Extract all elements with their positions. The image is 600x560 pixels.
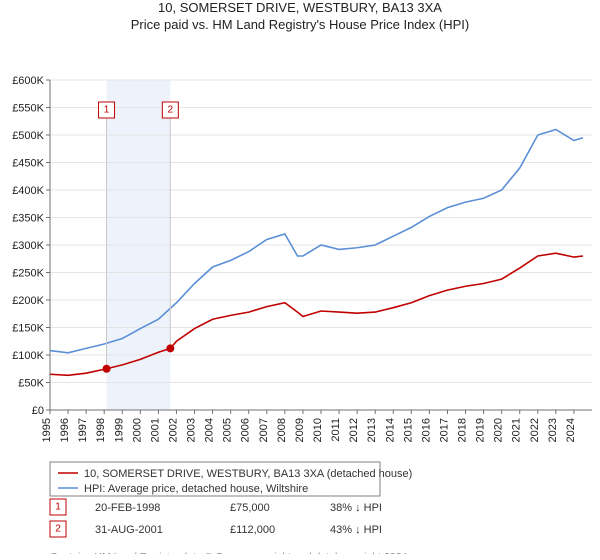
x-tick-label: 2016 (420, 418, 432, 442)
x-tick-label: 2009 (294, 418, 306, 442)
transaction-delta: 38% ↓ HPI (330, 502, 382, 514)
x-tick-label: 1997 (77, 418, 89, 442)
x-tick-label: 2008 (276, 418, 288, 442)
x-tick-label: 2022 (529, 418, 541, 442)
x-tick-label: 1998 (95, 418, 107, 442)
marker-dot (103, 365, 111, 373)
x-tick-label: 2013 (366, 418, 378, 442)
transaction-number: 2 (55, 523, 61, 534)
transaction-date: 20-FEB-1998 (95, 502, 160, 514)
y-tick-label: £250K (12, 267, 44, 279)
x-tick-label: 2007 (258, 418, 270, 442)
x-tick-label: 2006 (240, 418, 252, 442)
transaction-number: 1 (55, 501, 61, 512)
x-tick-label: 1996 (59, 418, 71, 442)
x-tick-label: 2002 (167, 418, 179, 442)
x-tick-label: 2021 (511, 418, 523, 442)
x-tick-label: 2014 (384, 418, 396, 442)
y-tick-label: £450K (12, 157, 44, 169)
chart-title: 10, SOMERSET DRIVE, WESTBURY, BA13 3XA (0, 0, 600, 17)
x-tick-label: 1999 (113, 418, 125, 442)
marker-number: 1 (104, 104, 110, 115)
y-tick-label: £100K (12, 350, 44, 362)
y-tick-label: £500K (12, 130, 44, 142)
x-tick-label: 2024 (565, 418, 577, 442)
legend-label: 10, SOMERSET DRIVE, WESTBURY, BA13 3XA (… (84, 468, 412, 480)
x-tick-label: 2000 (131, 418, 143, 442)
x-tick-label: 2005 (222, 418, 234, 442)
y-tick-label: £400K (12, 185, 44, 197)
y-tick-label: £550K (12, 102, 44, 114)
x-tick-label: 2019 (475, 418, 487, 442)
price-chart: £0 £50K £100K £150K £200K £250K £300K £350K £400… (0, 34, 600, 554)
x-tick-label: 2003 (186, 418, 198, 442)
x-tick-label: 2010 (312, 418, 324, 442)
transaction-price: £75,000 (230, 502, 270, 514)
x-tick-label: 2023 (547, 418, 559, 442)
transaction-delta: 43% ↓ HPI (330, 524, 382, 536)
x-tick-label: 2015 (402, 418, 414, 442)
marker-number: 2 (168, 104, 174, 115)
chart-subtitle: Price paid vs. HM Land Registry's House … (0, 17, 600, 34)
y-tick-label: £350K (12, 212, 44, 224)
y-tick-label: £600K (12, 75, 44, 87)
legend-label: HPI: Average price, detached house, Wilt… (84, 483, 308, 495)
y-tick-label: £300K (12, 240, 44, 252)
transaction-date: 31-AUG-2001 (95, 524, 163, 536)
y-tick-label: £50K (18, 377, 44, 389)
x-tick-label: 2018 (457, 418, 469, 442)
transaction-price: £112,000 (230, 524, 275, 536)
x-tick-label: 2004 (204, 418, 216, 442)
y-tick-label: £150K (12, 322, 44, 334)
y-tick-label: £0 (32, 405, 44, 417)
x-tick-label: 2011 (330, 418, 342, 442)
chart-container: £0 £50K £100K £150K £200K £250K £300K £350K £400… (0, 34, 600, 559)
attribution-line1: Contains HM Land Registry data © Crown c… (50, 551, 410, 554)
x-tick-label: 2020 (493, 418, 505, 442)
marker-dot (166, 344, 174, 352)
x-tick-label: 2017 (438, 418, 450, 442)
y-tick-label: £200K (12, 295, 44, 307)
x-tick-label: 2012 (348, 418, 360, 442)
x-tick-label: 1995 (41, 418, 53, 442)
x-tick-label: 2001 (149, 418, 161, 442)
